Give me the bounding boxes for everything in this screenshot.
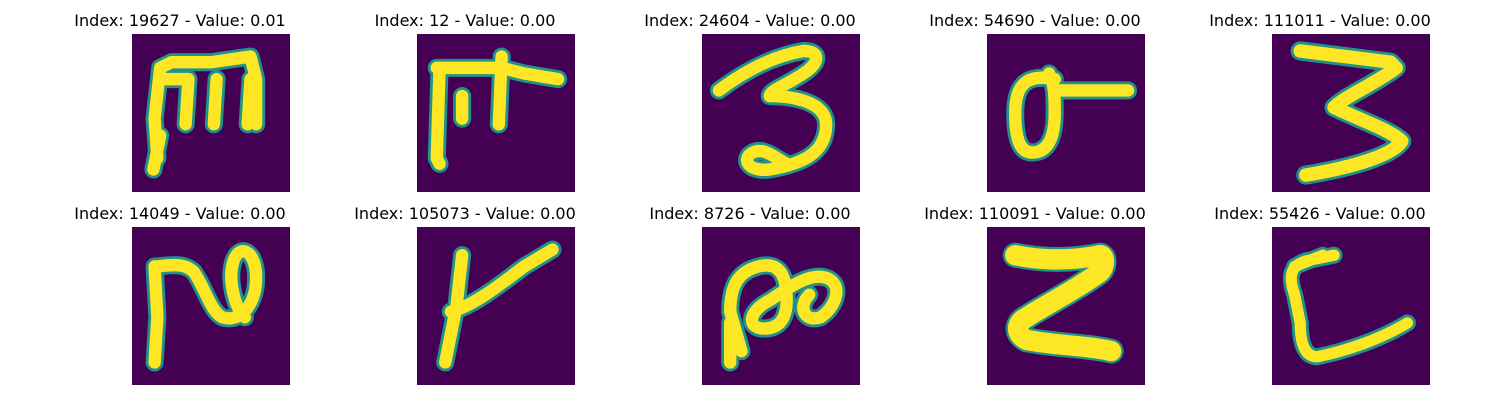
panel-title: Index: 12 - Value: 0.00 xyxy=(374,11,556,30)
glyph-l-like xyxy=(1282,246,1416,366)
glyph-z-block xyxy=(1002,242,1124,364)
glyph-three-block xyxy=(1290,41,1412,185)
digit-image xyxy=(987,227,1145,385)
glyph-loop-n xyxy=(145,242,266,372)
panel-title: Index: 105073 - Value: 0.00 xyxy=(354,204,576,223)
panel-title: Index: 110091 - Value: 0.00 xyxy=(924,204,1146,223)
panel: Index: 54690 - Value: 0.00 xyxy=(885,10,1185,200)
panel: Index: 111011 - Value: 0.00 xyxy=(1170,10,1470,200)
panel: Index: 19627 - Value: 0.01 xyxy=(30,10,330,200)
panel: Index: 24604 - Value: 0.00 xyxy=(600,10,900,200)
digit-image xyxy=(417,34,575,192)
digit-image xyxy=(1272,34,1430,192)
glyph-sigma-like xyxy=(1006,64,1138,162)
digit-image xyxy=(132,227,290,385)
digit-image xyxy=(417,227,575,385)
panel-title: Index: 8726 - Value: 0.00 xyxy=(649,204,851,223)
panel: Index: 8726 - Value: 0.00 xyxy=(600,203,900,393)
panel-title: Index: 19627 - Value: 0.01 xyxy=(74,11,286,30)
panel-title: Index: 54690 - Value: 0.00 xyxy=(929,11,1141,30)
panel: Index: 105073 - Value: 0.00 xyxy=(315,203,615,393)
panel: Index: 110091 - Value: 0.00 xyxy=(885,203,1185,393)
panel-title: Index: 14049 - Value: 0.00 xyxy=(74,204,286,223)
digit-image xyxy=(987,34,1145,192)
panel-title: Index: 55426 - Value: 0.00 xyxy=(1214,204,1426,223)
panel: Index: 14049 - Value: 0.00 xyxy=(30,203,330,393)
panel: Index: 12 - Value: 0.00 xyxy=(315,10,615,200)
panel: Index: 55426 - Value: 0.00 xyxy=(1170,203,1470,393)
digit-image xyxy=(1272,227,1430,385)
panel-title: Index: 24604 - Value: 0.00 xyxy=(644,11,856,30)
glyph-three xyxy=(709,41,836,179)
digit-image xyxy=(702,227,860,385)
digit-image xyxy=(702,34,860,192)
glyph-check-like xyxy=(436,240,562,372)
digit-image xyxy=(132,34,290,192)
glyph-pi-like xyxy=(427,47,568,173)
glyph-m-like xyxy=(144,47,266,179)
glyph-double-loop xyxy=(721,256,846,372)
panel-title: Index: 111011 - Value: 0.00 xyxy=(1209,11,1431,30)
